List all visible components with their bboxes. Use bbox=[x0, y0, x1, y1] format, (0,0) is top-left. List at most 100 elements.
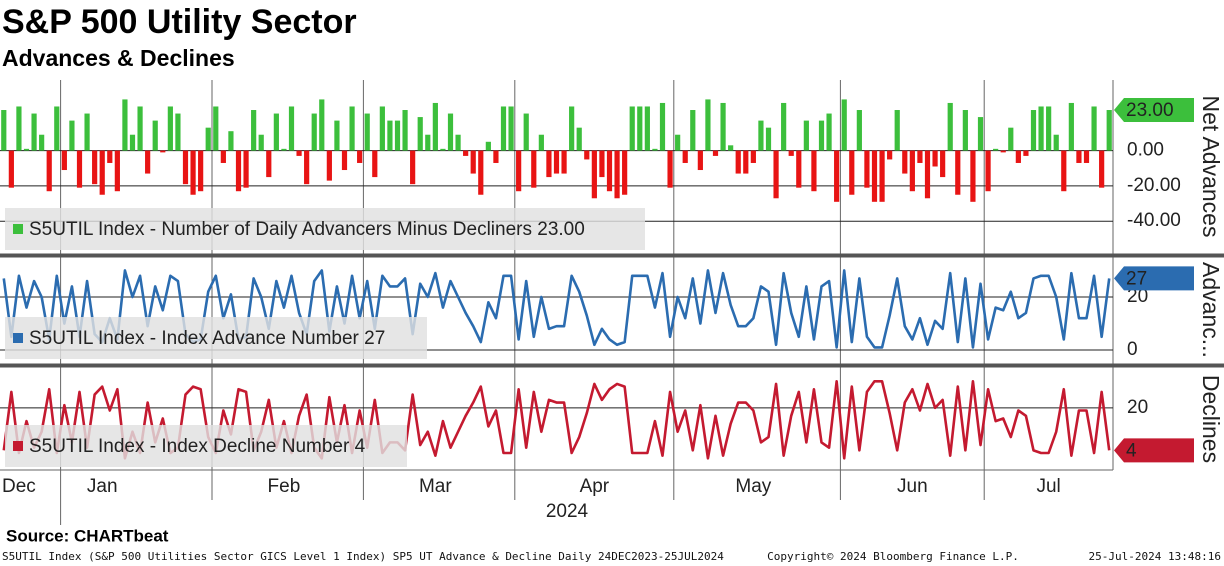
bar bbox=[69, 120, 75, 151]
bar bbox=[304, 150, 310, 185]
bar bbox=[92, 150, 98, 185]
bar bbox=[765, 127, 772, 151]
bar bbox=[887, 150, 893, 160]
bar bbox=[909, 150, 915, 192]
bar bbox=[750, 150, 756, 163]
bar bbox=[637, 106, 643, 151]
bar bbox=[440, 148, 446, 151]
y-tick-label: 20 bbox=[1127, 286, 1148, 307]
bar bbox=[902, 150, 908, 174]
bar bbox=[493, 150, 499, 163]
bar bbox=[175, 113, 181, 151]
bar bbox=[947, 102, 953, 151]
bar bbox=[531, 150, 537, 188]
bar bbox=[697, 150, 703, 171]
last-value-badge bbox=[1114, 266, 1194, 291]
chart-title: S&P 500 Utility Sector bbox=[2, 3, 357, 41]
bar bbox=[296, 150, 302, 156]
legend-swatch bbox=[13, 441, 23, 451]
bar bbox=[879, 150, 885, 202]
bar bbox=[1061, 150, 1067, 192]
bar bbox=[107, 150, 113, 163]
bar bbox=[894, 110, 900, 151]
bar bbox=[614, 150, 620, 199]
bar bbox=[720, 102, 726, 151]
bar bbox=[1106, 110, 1112, 151]
bar bbox=[508, 106, 514, 151]
bar bbox=[1083, 150, 1090, 163]
legend-box bbox=[5, 208, 645, 250]
bar bbox=[667, 150, 673, 188]
legend-label: S5UTIL Index - Index Advance Number 27 bbox=[29, 328, 385, 349]
bar bbox=[84, 113, 90, 151]
bar bbox=[145, 150, 151, 174]
x-tick-label: Jun bbox=[897, 476, 928, 497]
bar bbox=[1008, 127, 1014, 151]
bar bbox=[599, 150, 605, 178]
bar bbox=[606, 150, 613, 192]
last-value-label: 23.00 bbox=[1126, 100, 1174, 121]
bar bbox=[1030, 110, 1037, 151]
x-tick-label: Jul bbox=[1036, 476, 1060, 497]
bar bbox=[379, 106, 385, 151]
x-tick-label: Mar bbox=[419, 476, 452, 497]
bar bbox=[1091, 106, 1097, 151]
bar bbox=[220, 150, 226, 163]
bar bbox=[387, 120, 393, 151]
bar bbox=[985, 150, 991, 192]
bar bbox=[243, 150, 249, 188]
bar bbox=[1023, 150, 1029, 156]
bar bbox=[349, 106, 355, 151]
bar bbox=[826, 113, 832, 151]
bar bbox=[319, 99, 325, 151]
footer-center: Copyright© 2024 Bloomberg Finance L.P. bbox=[767, 550, 1019, 563]
bar bbox=[61, 150, 67, 171]
bar bbox=[114, 150, 120, 192]
bar bbox=[993, 148, 999, 151]
bar bbox=[781, 102, 787, 151]
bar bbox=[54, 106, 60, 151]
bar bbox=[856, 110, 862, 151]
bar bbox=[538, 134, 544, 151]
bar bbox=[455, 134, 461, 151]
bar bbox=[31, 113, 37, 151]
bar bbox=[447, 113, 454, 151]
footer-right: 25-Jul-2024 13:48:16 bbox=[1089, 550, 1221, 563]
source: Source: CHARTbeat bbox=[6, 526, 169, 545]
bar bbox=[1053, 134, 1059, 151]
last-value-label: 4 bbox=[1126, 440, 1137, 461]
x-tick-label: Apr bbox=[580, 476, 610, 497]
legend-swatch bbox=[13, 224, 23, 234]
bar bbox=[228, 131, 234, 151]
x-tick-label: Jan bbox=[87, 476, 118, 497]
legend-label: S5UTIL Index - Index Decline Number 4 bbox=[29, 436, 366, 457]
bar bbox=[803, 120, 809, 151]
y-tick-label: -40.00 bbox=[1127, 210, 1181, 231]
bar bbox=[818, 120, 825, 151]
bar bbox=[1, 110, 7, 151]
bar bbox=[940, 150, 946, 178]
bar bbox=[962, 110, 968, 151]
y-tick-label: 0 bbox=[1127, 339, 1138, 360]
bar bbox=[1068, 102, 1074, 151]
bar bbox=[213, 106, 219, 151]
bar bbox=[584, 150, 590, 160]
bar bbox=[970, 150, 976, 202]
bar bbox=[728, 145, 734, 151]
bar bbox=[773, 150, 779, 199]
bar bbox=[190, 150, 196, 195]
bar bbox=[591, 150, 597, 199]
panel: 20 S5UTIL Index - Index Decline Number 4 4… bbox=[0, 375, 1224, 467]
bar bbox=[152, 120, 158, 151]
bar bbox=[273, 113, 279, 151]
bar bbox=[788, 150, 794, 156]
bar bbox=[485, 141, 491, 151]
panel: 0.00 -20.00 -40.00 S5UTIL Index - Number of… bbox=[0, 96, 1224, 250]
bar bbox=[516, 150, 522, 192]
bar bbox=[326, 150, 332, 181]
legend-swatch bbox=[13, 333, 23, 343]
bar bbox=[39, 134, 45, 151]
x-tick-label: Feb bbox=[268, 476, 301, 497]
bar bbox=[311, 113, 317, 151]
